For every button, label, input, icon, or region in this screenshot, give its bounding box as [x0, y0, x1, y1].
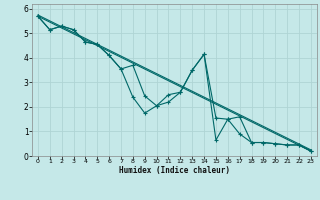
X-axis label: Humidex (Indice chaleur): Humidex (Indice chaleur) — [119, 166, 230, 175]
